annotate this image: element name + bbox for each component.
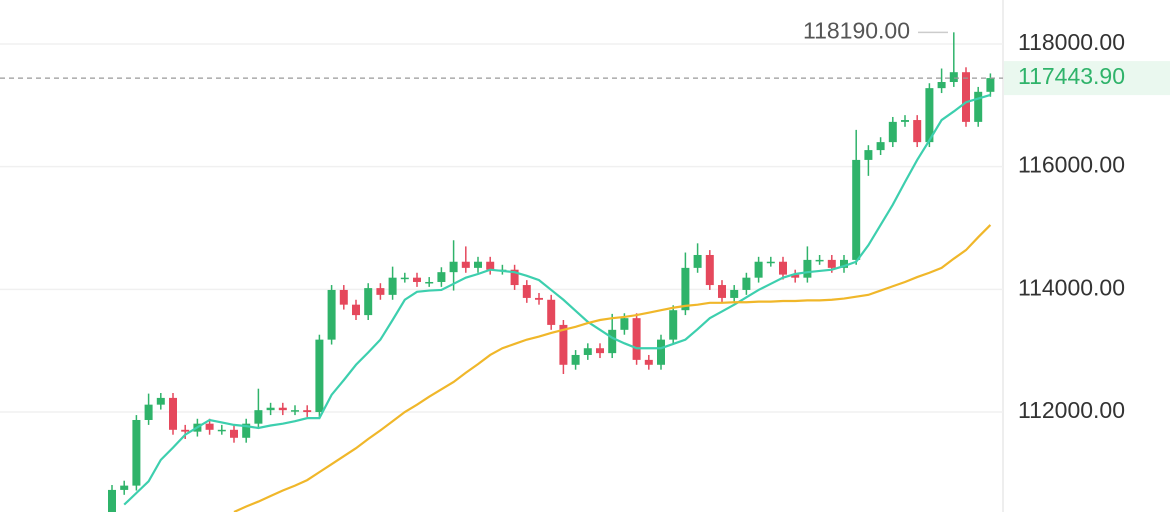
- candle-body: [120, 485, 129, 490]
- candle-body: [620, 318, 629, 330]
- candle-body: [535, 297, 543, 300]
- moving-average-line: [123, 93, 991, 506]
- candle-body: [132, 419, 141, 486]
- candle-body: [449, 261, 458, 273]
- candle-body: [766, 261, 775, 264]
- candle-body: [461, 261, 470, 268]
- candle-body: [352, 304, 360, 316]
- candle-body: [437, 272, 446, 282]
- candle-body: [815, 259, 824, 262]
- candle-body: [266, 407, 275, 411]
- candle-body: [181, 429, 190, 432]
- candle-body: [693, 254, 702, 268]
- candle-body: [303, 410, 312, 413]
- candle-body: [364, 288, 373, 316]
- high-label: 118190.00: [803, 17, 910, 43]
- candle-body: [242, 423, 251, 438]
- candle-body: [278, 407, 287, 411]
- candle-body: [644, 359, 653, 365]
- candle-body: [388, 277, 397, 295]
- candle-body: [986, 78, 995, 92]
- candle-body: [339, 289, 348, 305]
- candle-body: [169, 397, 177, 430]
- candle-body: [486, 261, 495, 270]
- candle-body: [657, 339, 665, 365]
- y-tick-label: 114000.00: [1018, 274, 1125, 300]
- y-tick-label: 118000.00: [1018, 29, 1125, 55]
- candle-body: [779, 261, 787, 275]
- candle-body: [315, 339, 324, 413]
- candle-body: [254, 410, 263, 424]
- candle-body: [742, 277, 751, 290]
- candle-body: [230, 429, 238, 438]
- candle-body: [888, 121, 897, 143]
- candle-body: [791, 274, 800, 278]
- candle-body: [608, 329, 617, 354]
- candle-body: [413, 277, 421, 282]
- candle-body: [632, 318, 641, 360]
- candle-body: [583, 348, 592, 355]
- candle-body: [400, 277, 409, 280]
- candle-body: [803, 259, 812, 278]
- candle-body: [681, 267, 690, 311]
- candle-body: [205, 423, 214, 430]
- candle-body: [474, 261, 482, 268]
- candle-body: [840, 259, 848, 268]
- candle-body: [571, 354, 580, 365]
- candle-body: [510, 269, 519, 286]
- candle-body: [913, 120, 922, 143]
- candle-body: [144, 404, 153, 420]
- candle-body: [559, 324, 568, 365]
- candle-body: [217, 429, 226, 432]
- last-price-label: 117443.90: [1018, 63, 1125, 89]
- candle-body: [852, 159, 861, 260]
- moving-average-line: [233, 224, 992, 512]
- candle-body: [754, 261, 763, 278]
- candle-body: [291, 410, 299, 412]
- candle-body: [718, 285, 726, 298]
- candle-body: [864, 150, 873, 160]
- candle-body: [974, 91, 983, 122]
- last-price-tag: [1004, 61, 1170, 96]
- candle-body: [962, 72, 970, 122]
- y-tick-label: 112000.00: [1018, 397, 1125, 423]
- candle-body: [327, 289, 336, 340]
- y-tick-label: 116000.00: [1018, 152, 1125, 178]
- candle-body: [705, 254, 714, 286]
- candle-body: [949, 72, 958, 83]
- candle-body: [522, 285, 531, 298]
- candle-body: [937, 82, 946, 89]
- candle-body: [108, 489, 116, 512]
- candle-body: [547, 299, 556, 325]
- candle-body: [596, 348, 604, 354]
- candle-body: [156, 397, 165, 405]
- candle-body: [730, 289, 739, 298]
- candle-body: [876, 142, 885, 151]
- candle-body: [901, 120, 909, 122]
- candle-body: [925, 88, 934, 143]
- candle-body: [669, 310, 678, 340]
- candle-body: [827, 259, 836, 268]
- candle-body: [376, 288, 385, 295]
- candle-body: [425, 281, 434, 284]
